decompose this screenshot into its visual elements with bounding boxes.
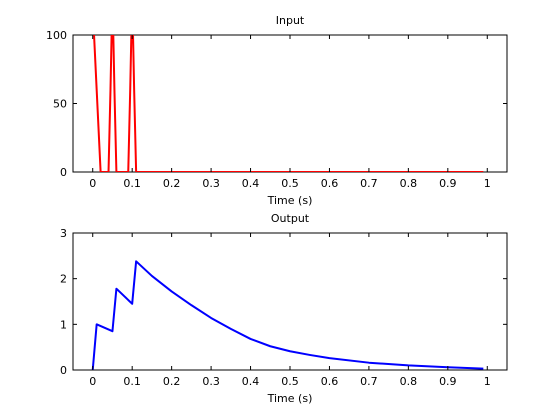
x-tick-label: 0 [89,177,96,190]
y-tick-label: 1 [60,318,67,331]
x-tick-label: 1 [484,177,491,190]
x-tick-label: 0.2 [163,177,181,190]
x-tick-label: 1 [484,375,491,388]
x-tick-label: 0.5 [281,177,299,190]
x-tick-label: 0.3 [202,177,220,190]
chart-title: Input [276,14,305,27]
chart-title: Output [271,212,310,225]
x-tick-label: 0.6 [321,177,339,190]
x-axis-label: Time (s) [267,392,313,405]
axes-box [72,232,508,371]
x-tick-label: 0.6 [321,375,339,388]
x-tick-label: 0.1 [123,177,141,190]
axes-box [72,34,508,173]
y-tick-label: 50 [53,98,67,111]
x-tick-label: 0.8 [400,375,418,388]
x-tick-label: 0.3 [202,375,220,388]
y-tick-label: 3 [60,227,67,240]
x-tick-label: 0.1 [123,375,141,388]
x-tick-label: 0 [89,375,96,388]
subplot-2: 0 0.1 0.2 0.3 0.4 0.5 0.6 0.7 0.8 0.9 1 0 1 2 3 Output T… [60,212,508,405]
x-tick-label: 0.2 [163,375,181,388]
x-tick-label: 0.7 [360,177,378,190]
y-tick-label: 0 [60,364,67,377]
x-tick-label: 0.9 [439,375,457,388]
x-axis-label: Time (s) [267,194,313,207]
x-tick-label: 0.9 [439,177,457,190]
subplot-1: 0 0.1 0.2 0.3 0.4 0.5 0.6 0.7 0.8 0.9 1 0 50 100 Input… [46,14,508,207]
x-tick-label: 0.8 [400,177,418,190]
x-tick-label: 0.4 [242,375,260,388]
series-line-1 [91,260,484,370]
x-tick-label: 0.7 [360,375,378,388]
y-tick-label: 100 [46,29,67,42]
x-tick-label: 0.5 [281,375,299,388]
series-line-1 [93,35,484,172]
y-tick-label: 2 [60,273,67,286]
x-tick-label: 0.4 [242,177,260,190]
y-tick-label: 0 [60,166,67,179]
